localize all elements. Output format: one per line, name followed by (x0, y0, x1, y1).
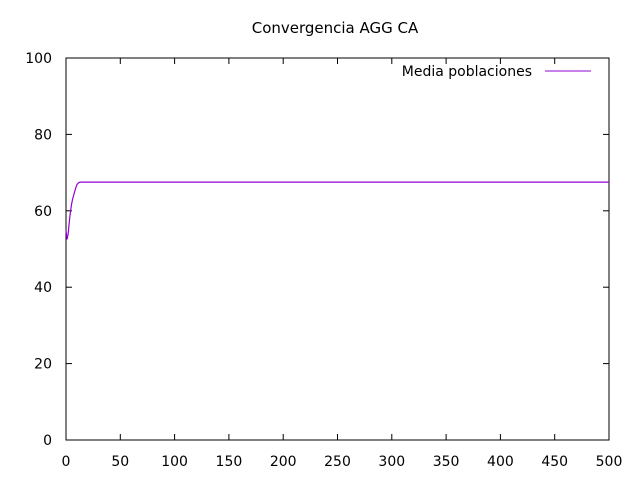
x-tick-label: 500 (596, 454, 623, 470)
legend: Media poblaciones (402, 64, 591, 80)
x-tick-label: 150 (216, 454, 243, 470)
series-layer (65, 181, 609, 240)
y-axis: 0 20 40 60 80 100 (25, 51, 609, 449)
x-tick-label: 200 (270, 454, 297, 470)
legend-label: Media poblaciones (402, 64, 532, 80)
series-line (65, 181, 609, 240)
x-tick-label: 250 (324, 454, 351, 470)
x-tick-label: 400 (487, 454, 514, 470)
x-tick-label: 100 (161, 454, 188, 470)
y-tick-label: 40 (34, 280, 52, 296)
y-tick-label: 0 (43, 433, 52, 449)
plot-frame (65, 57, 610, 441)
x-tick-label: 50 (111, 454, 129, 470)
x-tick-label: 300 (378, 454, 405, 470)
y-tick-label: 100 (25, 51, 52, 67)
y-tick-label: 20 (34, 357, 52, 373)
chart-title: Convergencia AGG CA (252, 19, 419, 37)
x-tick-label: 450 (541, 454, 568, 470)
y-tick-label: 80 (34, 127, 52, 143)
x-axis: 0 50 100 150 200 250 300 350 400 450 500 (62, 58, 623, 470)
y-tick-label: 60 (34, 204, 52, 220)
x-tick-label: 350 (433, 454, 460, 470)
x-tick-label: 0 (62, 454, 71, 470)
